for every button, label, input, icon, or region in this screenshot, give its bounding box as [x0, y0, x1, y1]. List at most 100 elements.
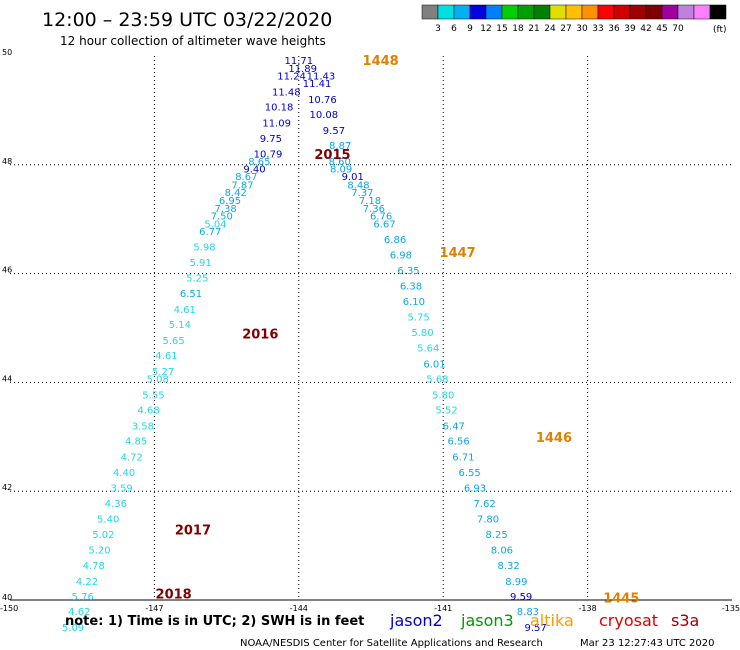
swh-value: 11.71 — [284, 56, 313, 67]
swh-value: 11.43 — [307, 72, 336, 83]
color-scale-label: 42 — [640, 24, 651, 34]
swh-value: 4.36 — [105, 499, 127, 510]
color-swatch — [661, 4, 679, 20]
swh-value: 6.01 — [423, 359, 445, 370]
footer-timestamp: Mar 23 12:27:43 UTC 2020 — [580, 638, 715, 649]
y-tick-label: 42 — [2, 483, 12, 492]
axis-ticks: -150 -147 -144 -141 -138 -135 40 42 44 46 48 50 — [0, 48, 740, 613]
swh-value: 8.09 — [330, 165, 352, 176]
swh-value: 8.65 — [248, 157, 270, 168]
swh-value: 4.78 — [83, 561, 105, 572]
y-tick-label: 44 — [2, 374, 12, 383]
swh-value: 6.56 — [447, 437, 469, 448]
swh-value: 5.65 — [163, 336, 185, 347]
swh-value: 7.37 — [351, 188, 373, 199]
color-swatch — [597, 4, 615, 20]
footer-credit: NOAA/NESDIS Center for Satellite Applica… — [240, 638, 543, 649]
swh-value: 9.01 — [342, 172, 364, 183]
pass-number-label: 2018 — [156, 587, 192, 602]
swh-value: 6.47 — [443, 421, 465, 432]
x-tick-label: -147 — [145, 604, 163, 613]
swh-value: 5.02 — [92, 530, 114, 541]
y-tick-label: 48 — [2, 157, 12, 166]
swh-value: 6.93 — [464, 483, 486, 494]
swh-value: 6.71 — [452, 452, 474, 463]
swh-value: 9.75 — [260, 134, 282, 145]
chart-title: 12:00 – 23:59 UTC 03/22/2020 — [42, 9, 332, 31]
swh-value: 4.61 — [155, 351, 177, 362]
swh-value: 11.24 — [277, 72, 306, 83]
satellite-legend-item: altika — [530, 611, 574, 630]
color-scale-label: 12 — [480, 24, 491, 34]
x-tick-label: -135 — [722, 604, 740, 613]
swh-value: 7.38 — [215, 204, 237, 215]
swh-value: 8.60 — [329, 157, 351, 168]
swh-value: 5.68 — [426, 375, 448, 386]
swh-value: 9.57 — [524, 623, 546, 634]
x-tick-label: -141 — [434, 604, 452, 613]
color-swatch — [677, 4, 695, 20]
color-swatch — [437, 4, 455, 20]
color-swatch — [565, 4, 583, 20]
swh-value: 6.51 — [180, 289, 202, 300]
pass-number-label: 1447 — [440, 246, 476, 261]
swh-value: 7.62 — [473, 499, 495, 510]
swh-value: 7.80 — [477, 514, 499, 525]
swh-value: 5.25 — [186, 273, 208, 284]
pass-number-label: 1448 — [363, 54, 399, 69]
color-swatch — [629, 4, 647, 20]
swh-value: 8.25 — [485, 530, 507, 541]
swh-value: 7.50 — [211, 211, 233, 222]
pass-number-label: 2015 — [314, 148, 350, 163]
swh-value: 6.67 — [373, 220, 395, 231]
x-tick-label: -144 — [290, 604, 308, 613]
swh-value: 5.20 — [88, 545, 110, 556]
color-scale-label: 3 — [435, 24, 441, 34]
swh-value: 6.55 — [459, 468, 481, 479]
map-grid — [10, 56, 732, 601]
swh-value: 5.80 — [432, 390, 454, 401]
color-scale-label: 39 — [624, 24, 636, 34]
swh-value: 7.87 — [231, 180, 253, 191]
color-swatch — [517, 4, 535, 20]
color-scale-label: 9 — [467, 24, 473, 34]
swh-value: 8.99 — [505, 577, 527, 588]
color-scale-label: 27 — [560, 24, 571, 34]
swh-value: 6.76 — [370, 211, 392, 222]
pass-number-label: 1445 — [603, 591, 639, 606]
swh-value: 4.62 — [68, 607, 90, 618]
swh-value: 8.32 — [498, 561, 520, 572]
swh-value: 11.89 — [288, 64, 317, 75]
swh-value: 5.40 — [97, 514, 119, 525]
swh-value: 8.83 — [517, 607, 539, 618]
color-swatch — [709, 4, 727, 20]
pass-number-label: 2016 — [242, 327, 278, 342]
color-swatch — [501, 4, 519, 20]
pass-labels: 1448 2015 1447 2016 1446 2017 2018 1445 — [156, 54, 640, 606]
swh-value: 9.57 — [323, 126, 345, 137]
swh-value: 4.22 — [76, 577, 98, 588]
color-swatch — [469, 4, 487, 20]
swh-value: 4.72 — [121, 452, 143, 463]
swh-value: 8.67 — [235, 172, 257, 183]
swh-value: 6.77 — [199, 227, 221, 238]
swh-value: 6.38 — [400, 282, 422, 293]
color-swatch — [645, 4, 663, 20]
swh-value: 9.59 — [510, 592, 532, 603]
swh-value: 6.35 — [397, 266, 419, 277]
swh-value: 4.68 — [137, 406, 159, 417]
color-scale-label: 6 — [451, 24, 457, 34]
swh-value: 3.59 — [111, 483, 133, 494]
swh-value: 5.91 — [189, 258, 211, 269]
color-scale-label: 33 — [592, 24, 603, 34]
x-tick-label: -150 — [0, 604, 18, 613]
swh-value: 8.06 — [491, 545, 513, 556]
swh-value: 6.98 — [390, 251, 412, 262]
swh-value: 7.18 — [359, 196, 381, 207]
color-scale-legend: 3 6 9 12 15 18 21 24 27 30 33 36 39 42 45 70 — [421, 4, 727, 34]
swh-value: 5.80 — [411, 328, 433, 339]
swh-value: 10.79 — [254, 149, 283, 160]
swh-value: 5.52 — [435, 406, 457, 417]
swh-value: 6.10 — [403, 297, 425, 308]
swh-value: 4.40 — [113, 468, 135, 479]
